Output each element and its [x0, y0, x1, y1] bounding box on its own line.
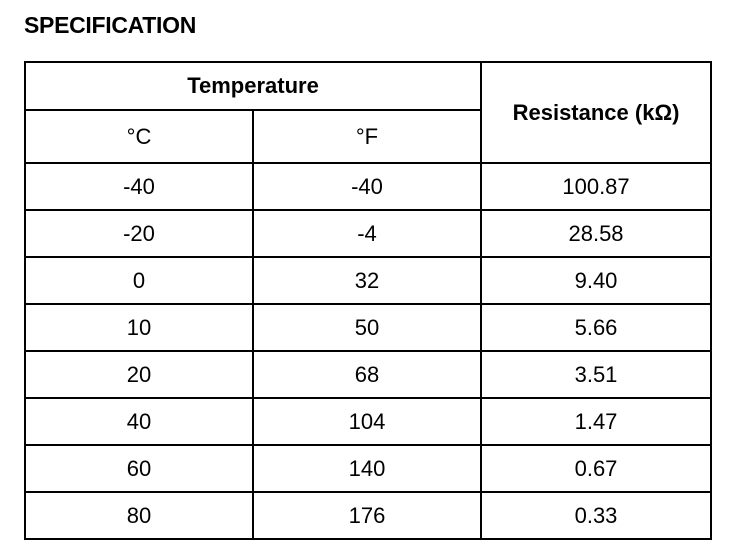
- spec-table: Temperature Resistance (kΩ) °C °F -40 -40…: [23, 61, 713, 540]
- table-row: 0 32 9.40: [24, 256, 713, 305]
- table-row: -20 -4 28.58: [24, 209, 713, 258]
- table-cell: 60: [24, 444, 254, 493]
- table-body: -40 -40 100.87 -20 -4 28.58 0 32 9.40 10 50 5.66 20 6…: [24, 162, 713, 540]
- table-cell: 32: [251, 256, 483, 305]
- resistance-header: Resistance (kΩ): [480, 61, 713, 164]
- table-row: 10 50 5.66: [24, 303, 713, 352]
- table-cell: -20: [24, 209, 254, 258]
- column-header: °C: [24, 109, 254, 164]
- table-cell: 104: [251, 397, 483, 446]
- group-header: Temperature: [23, 61, 483, 111]
- table-cell: 10: [24, 303, 254, 352]
- table-cell: 50: [251, 303, 483, 352]
- table-cell: 0.67: [480, 444, 713, 493]
- table-cell: 9.40: [480, 256, 713, 305]
- table-row: 20 68 3.51: [24, 350, 713, 399]
- table-cell: 68: [251, 350, 483, 399]
- table-row: 40 104 1.47: [24, 397, 713, 446]
- table-cell: 0: [24, 256, 254, 305]
- table-cell: -4: [251, 209, 483, 258]
- table-row: -40 -40 100.87: [24, 162, 713, 211]
- table-cell: 140: [251, 444, 483, 493]
- table-cell: 40: [24, 397, 254, 446]
- title: SPECIFICATION: [24, 12, 197, 38]
- table-row: 60 140 0.67: [24, 444, 713, 493]
- table-cell: 20: [24, 350, 254, 399]
- table-cell: 80: [24, 491, 254, 540]
- table-cell: -40: [24, 162, 254, 211]
- table-cell: 100.87: [480, 162, 713, 211]
- table-cell: 0.33: [480, 491, 713, 540]
- column-header: °F: [251, 109, 483, 164]
- table-cell: 1.47: [480, 397, 713, 446]
- table-cell: 3.51: [480, 350, 713, 399]
- table-cell: 176: [251, 491, 483, 540]
- table-cell: 5.66: [480, 303, 713, 352]
- table-cell: 28.58: [480, 209, 713, 258]
- table-cell: -40: [251, 162, 483, 211]
- table-row: 80 176 0.33: [24, 491, 713, 540]
